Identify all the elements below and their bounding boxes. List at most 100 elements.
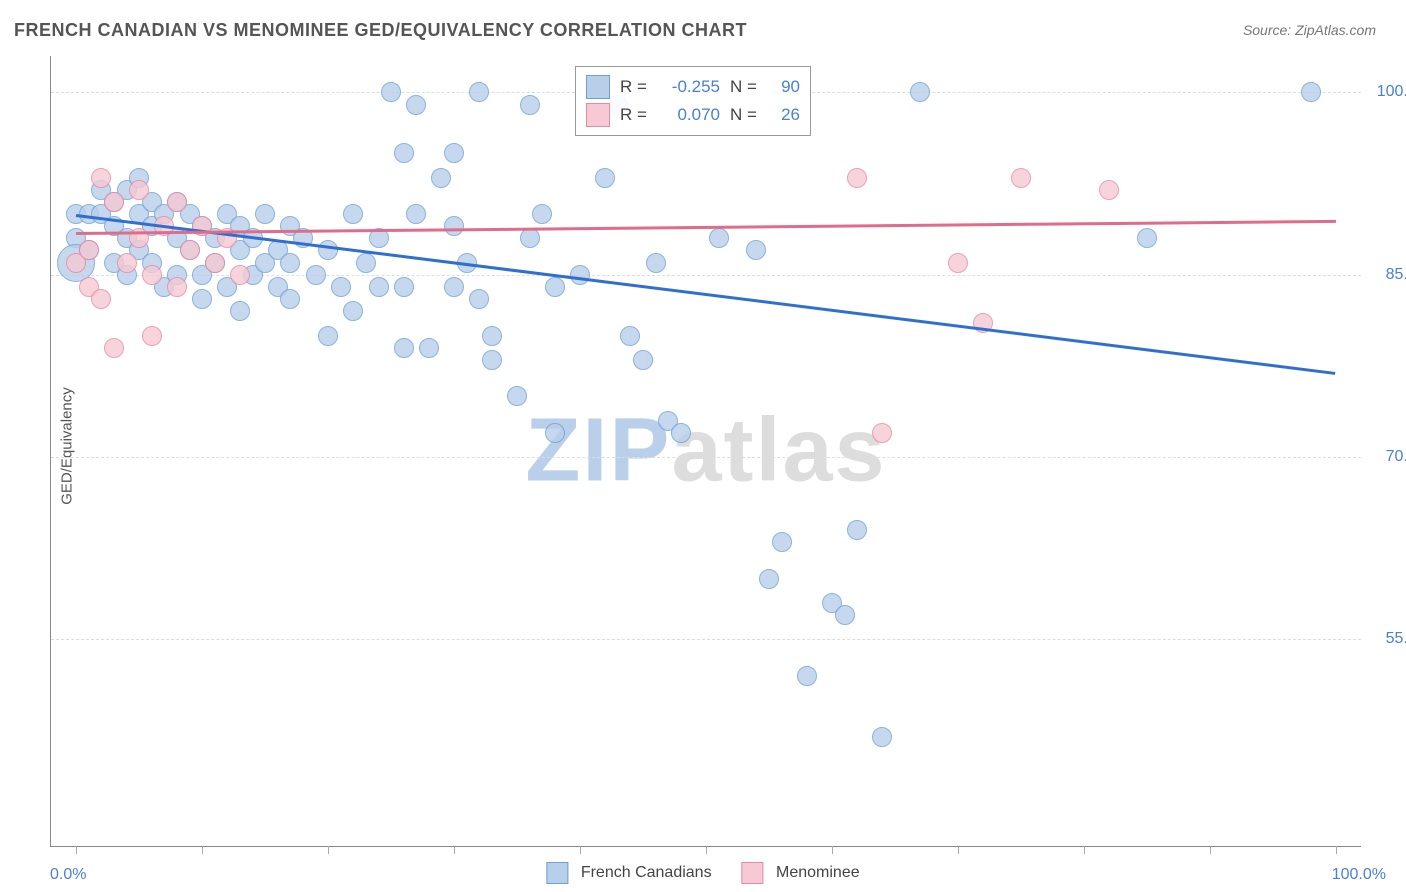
legend-swatch-menominee <box>742 862 764 884</box>
legend-label-menominee: Menominee <box>776 864 860 881</box>
data-point <box>545 423 565 443</box>
data-point <box>280 253 300 273</box>
legend-r-label: R = <box>620 73 650 101</box>
x-tick <box>958 846 959 854</box>
data-point <box>306 265 326 285</box>
data-point <box>142 265 162 285</box>
data-point <box>331 277 351 297</box>
gridline <box>51 639 1361 640</box>
data-point <box>167 192 187 212</box>
data-point <box>482 350 502 370</box>
data-point <box>406 95 426 115</box>
y-tick-label: 100.0% <box>1371 83 1406 101</box>
data-point <box>772 532 792 552</box>
stats-legend-row: R = 0.070 N = 26 <box>586 101 800 129</box>
x-tick <box>580 846 581 854</box>
data-point <box>356 253 376 273</box>
data-point <box>910 82 930 102</box>
data-point <box>230 301 250 321</box>
data-point <box>230 265 250 285</box>
data-point <box>343 204 363 224</box>
x-tick <box>1336 846 1337 854</box>
data-point <box>507 386 527 406</box>
data-point <box>369 277 389 297</box>
data-point <box>255 204 275 224</box>
gridline <box>51 457 1361 458</box>
data-point <box>180 240 200 260</box>
data-point <box>633 350 653 370</box>
data-point <box>835 605 855 625</box>
data-point <box>117 253 137 273</box>
x-tick <box>832 846 833 854</box>
x-tick <box>1084 846 1085 854</box>
data-point <box>79 240 99 260</box>
x-tick <box>1210 846 1211 854</box>
data-point <box>532 204 552 224</box>
legend-bottom: French Canadians Menominee <box>546 862 859 884</box>
legend-n-value: 90 <box>770 73 800 101</box>
stats-legend: R = -0.255 N = 90 R = 0.070 N = 26 <box>575 66 811 136</box>
legend-item-french: French Canadians <box>546 862 711 884</box>
data-point <box>205 253 225 273</box>
legend-r-value: 0.070 <box>660 101 720 129</box>
data-point <box>406 204 426 224</box>
data-point <box>394 143 414 163</box>
data-point <box>469 289 489 309</box>
data-point <box>595 168 615 188</box>
data-point <box>759 569 779 589</box>
data-point <box>948 253 968 273</box>
data-point <box>847 168 867 188</box>
legend-label-french: French Canadians <box>581 864 712 881</box>
x-tick <box>76 846 77 854</box>
legend-swatch-french <box>546 862 568 884</box>
data-point <box>1099 180 1119 200</box>
x-tick <box>706 846 707 854</box>
data-point <box>444 143 464 163</box>
scatter-plot: ZIPatlas 55.0%70.0%85.0%100.0%R =-0.255N… <box>50 56 1361 847</box>
legend-n-value: 26 <box>770 101 800 129</box>
data-point <box>1011 168 1031 188</box>
data-point <box>419 338 439 358</box>
data-point <box>872 727 892 747</box>
x-tick <box>202 846 203 854</box>
x-axis-max-label: 100.0% <box>1332 866 1386 884</box>
data-point <box>646 253 666 273</box>
y-tick-label: 70.0% <box>1371 448 1406 466</box>
chart-title: FRENCH CANADIAN VS MENOMINEE GED/EQUIVAL… <box>14 20 747 41</box>
data-point <box>129 180 149 200</box>
data-point <box>444 277 464 297</box>
data-point <box>167 277 187 297</box>
data-point <box>318 240 338 260</box>
legend-n-label: N = <box>730 101 760 129</box>
watermark-zip: ZIP <box>525 401 671 501</box>
legend-r-label: R = <box>620 101 650 129</box>
data-point <box>797 666 817 686</box>
data-point <box>671 423 691 443</box>
legend-r-value: -0.255 <box>660 73 720 101</box>
data-point <box>620 326 640 346</box>
legend-n-label: N = <box>730 73 760 101</box>
data-point <box>394 277 414 297</box>
x-axis-min-label: 0.0% <box>50 866 86 884</box>
watermark-atlas: atlas <box>671 401 886 501</box>
data-point <box>142 326 162 346</box>
data-point <box>104 338 124 358</box>
data-point <box>520 228 540 248</box>
data-point <box>444 216 464 236</box>
stats-legend-row: R = -0.255 N = 90 <box>586 73 800 101</box>
data-point <box>280 289 300 309</box>
data-point <box>1301 82 1321 102</box>
watermark: ZIPatlas <box>525 400 886 503</box>
data-point <box>431 168 451 188</box>
data-point <box>104 192 124 212</box>
data-point <box>847 520 867 540</box>
legend-item-menominee: Menominee <box>742 862 860 884</box>
data-point <box>394 338 414 358</box>
x-tick <box>454 846 455 854</box>
data-point <box>872 423 892 443</box>
data-point <box>343 301 363 321</box>
data-point <box>520 95 540 115</box>
data-point <box>91 289 111 309</box>
legend-swatch <box>586 75 610 99</box>
y-tick-label: 85.0% <box>1371 266 1406 284</box>
